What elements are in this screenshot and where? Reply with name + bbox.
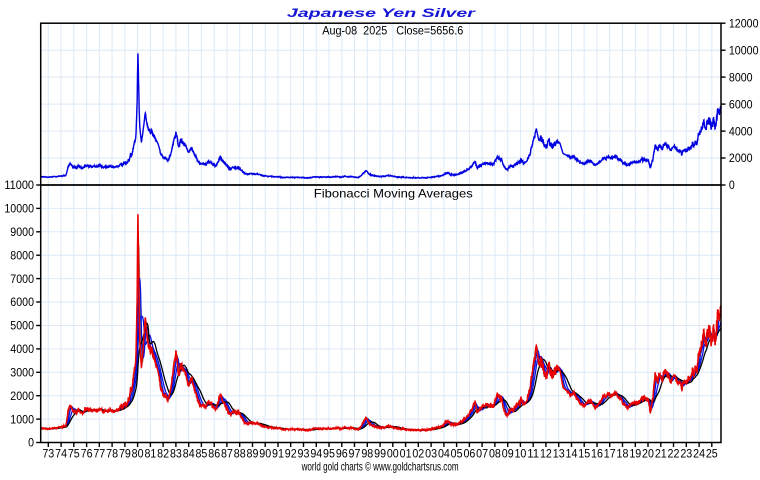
svg-text:2000: 2000 [729,151,753,165]
svg-text:74: 74 [55,446,67,460]
svg-text:07: 07 [476,446,488,460]
svg-text:10: 10 [514,446,526,460]
svg-text:15: 15 [578,446,590,460]
svg-text:19: 19 [629,446,641,460]
svg-text:25: 25 [706,446,718,460]
svg-text:01: 01 [400,446,412,460]
svg-text:12000: 12000 [729,16,759,30]
svg-text:10000: 10000 [4,202,34,216]
svg-text:87: 87 [221,446,233,460]
svg-text:24: 24 [693,446,705,460]
svg-text:23: 23 [680,446,692,460]
svg-text:13: 13 [553,446,565,460]
svg-text:10000: 10000 [729,43,759,57]
svg-text:08: 08 [489,446,501,460]
svg-text:76: 76 [81,446,93,460]
svg-text:89: 89 [247,446,259,460]
svg-text:3000: 3000 [10,366,34,380]
svg-text:7000: 7000 [10,272,34,286]
svg-text:95: 95 [323,446,335,460]
svg-text:79: 79 [119,446,131,460]
svg-text:00: 00 [387,446,399,460]
svg-text:05: 05 [451,446,463,460]
svg-text:96: 96 [336,446,348,460]
svg-text:92: 92 [285,446,297,460]
svg-text:02: 02 [412,446,424,460]
svg-text:75: 75 [68,446,80,460]
svg-text:6000: 6000 [10,295,34,309]
svg-text:98: 98 [361,446,373,460]
svg-text:09: 09 [502,446,514,460]
svg-text:4000: 4000 [729,124,753,138]
svg-text:03: 03 [425,446,437,460]
svg-text:80: 80 [132,446,144,460]
svg-text:9000: 9000 [10,225,34,239]
svg-text:04: 04 [438,446,450,460]
svg-text:18: 18 [617,446,629,460]
svg-text:11: 11 [527,446,539,460]
svg-text:84: 84 [183,446,195,460]
svg-text:Fibonacci Moving Averages: Fibonacci Moving Averages [314,187,473,201]
svg-text:1000: 1000 [10,412,34,426]
svg-text:11000: 11000 [4,178,34,192]
svg-text:6000: 6000 [729,97,753,111]
svg-text:91: 91 [272,446,284,460]
svg-text:06: 06 [463,446,475,460]
svg-text:81: 81 [144,446,156,460]
svg-text:82: 82 [157,446,169,460]
svg-text:Aug-08 2025 Close=5656.6: Aug-08 2025 Close=5656.6 [322,24,463,38]
svg-text:88: 88 [234,446,246,460]
svg-text:77: 77 [93,446,105,460]
svg-text:85: 85 [195,446,207,460]
svg-text:8000: 8000 [729,70,753,84]
svg-text:99: 99 [374,446,386,460]
svg-text:21: 21 [655,446,667,460]
svg-text:world gold charts © www.goldch: world gold charts © www.goldchartsrus.co… [301,460,459,474]
svg-text:83: 83 [170,446,182,460]
svg-text:2000: 2000 [10,389,34,403]
svg-text:12: 12 [540,446,552,460]
svg-text:Japanese Yen Silver: Japanese Yen Silver [287,6,477,20]
svg-text:16: 16 [591,446,603,460]
svg-text:14: 14 [566,446,578,460]
svg-text:20: 20 [642,446,654,460]
svg-text:8000: 8000 [10,248,34,262]
svg-text:17: 17 [604,446,616,460]
svg-text:0: 0 [28,436,34,450]
svg-text:86: 86 [208,446,220,460]
svg-text:78: 78 [106,446,118,460]
svg-text:0: 0 [729,178,735,192]
svg-text:94: 94 [310,446,322,460]
svg-text:4000: 4000 [10,342,34,356]
svg-text:93: 93 [298,446,310,460]
svg-text:73: 73 [42,446,54,460]
svg-text:22: 22 [668,446,680,460]
svg-text:5000: 5000 [10,319,34,333]
svg-text:97: 97 [349,446,361,460]
svg-text:90: 90 [259,446,271,460]
